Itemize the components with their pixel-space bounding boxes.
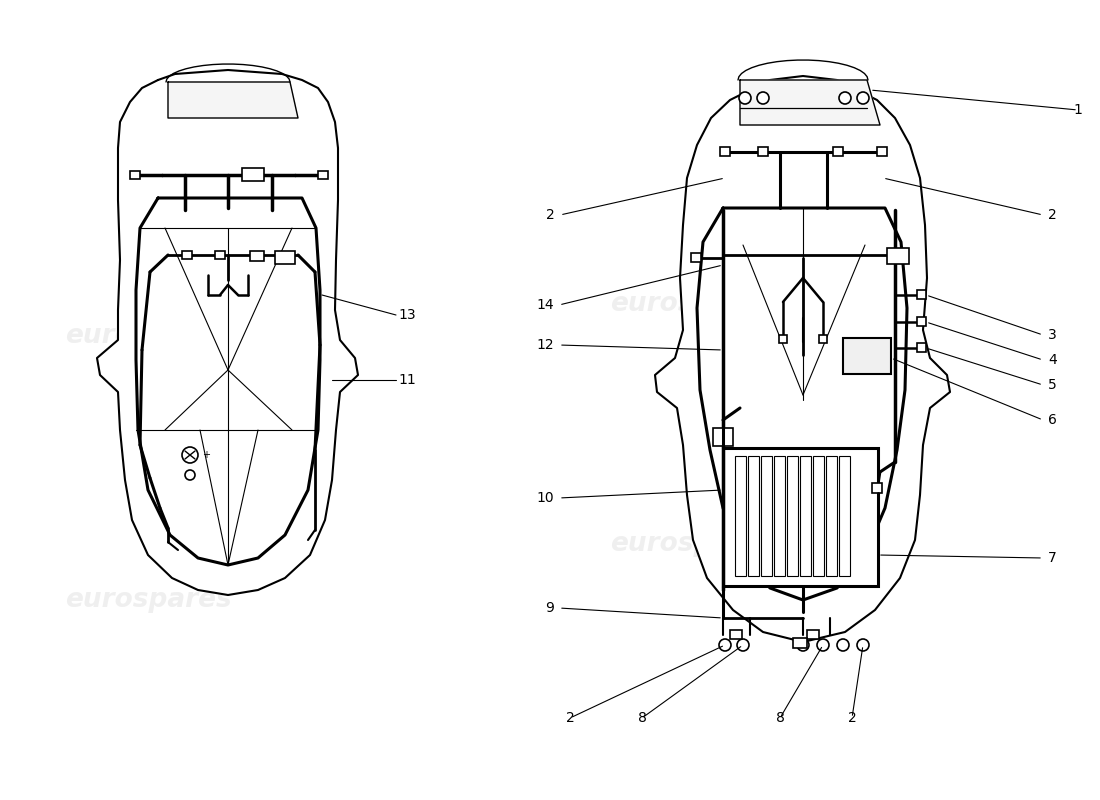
Bar [820, 335, 827, 343]
Text: 5: 5 [1048, 378, 1057, 392]
Circle shape [857, 92, 869, 104]
Bar [318, 171, 328, 179]
Circle shape [817, 639, 829, 651]
Text: 2: 2 [547, 208, 556, 222]
Text: 9: 9 [546, 601, 554, 615]
Text: 8: 8 [776, 711, 784, 725]
Bar [917, 343, 926, 352]
Bar [807, 630, 820, 639]
Circle shape [739, 92, 751, 104]
Text: 4: 4 [1048, 353, 1057, 367]
Circle shape [839, 92, 851, 104]
Circle shape [837, 639, 849, 651]
Text: eurospares: eurospares [65, 323, 232, 349]
Text: 3: 3 [1048, 328, 1057, 342]
Text: 2: 2 [1048, 208, 1057, 222]
Bar [130, 171, 140, 179]
Bar [887, 248, 909, 264]
Text: 1: 1 [1074, 103, 1082, 117]
Polygon shape [97, 70, 358, 595]
Bar [917, 317, 926, 326]
Bar [786, 456, 798, 576]
Text: 11: 11 [398, 373, 416, 387]
Text: 10: 10 [537, 491, 554, 505]
Bar [214, 251, 225, 259]
Text: +: + [202, 450, 210, 460]
Circle shape [182, 447, 198, 463]
Bar [779, 335, 786, 343]
Bar [826, 456, 837, 576]
Bar [723, 448, 878, 586]
Text: eurospares: eurospares [609, 531, 777, 557]
Bar [182, 251, 192, 259]
Bar [917, 290, 926, 299]
Text: 2: 2 [848, 711, 857, 725]
Bar [735, 456, 746, 576]
Text: 13: 13 [398, 308, 416, 322]
Bar [730, 630, 743, 639]
Bar [275, 251, 295, 264]
Text: 14: 14 [537, 298, 554, 312]
Circle shape [857, 639, 869, 651]
Text: eurospares: eurospares [609, 291, 777, 317]
Polygon shape [168, 82, 298, 118]
Bar [872, 483, 882, 493]
Bar [813, 456, 824, 576]
Bar [793, 638, 807, 648]
Bar [691, 253, 701, 262]
Circle shape [757, 92, 769, 104]
Bar [758, 147, 768, 156]
Bar [242, 168, 264, 181]
Circle shape [737, 639, 749, 651]
Bar [720, 147, 730, 156]
Text: eurospares: eurospares [65, 587, 232, 613]
Bar [843, 338, 891, 374]
Bar [713, 428, 733, 446]
Bar [833, 147, 843, 156]
Polygon shape [654, 76, 950, 642]
Text: 12: 12 [537, 338, 554, 352]
Bar [774, 456, 785, 576]
Text: 7: 7 [1048, 551, 1057, 565]
Circle shape [185, 470, 195, 480]
Text: 8: 8 [638, 711, 647, 725]
Text: 6: 6 [1048, 413, 1057, 427]
Bar [748, 456, 759, 576]
Bar [839, 456, 850, 576]
Polygon shape [740, 80, 880, 125]
Text: 2: 2 [565, 711, 574, 725]
Bar [877, 147, 887, 156]
Bar [761, 456, 772, 576]
Circle shape [719, 639, 732, 651]
Bar [250, 251, 264, 261]
Circle shape [798, 639, 808, 651]
Bar [800, 456, 811, 576]
